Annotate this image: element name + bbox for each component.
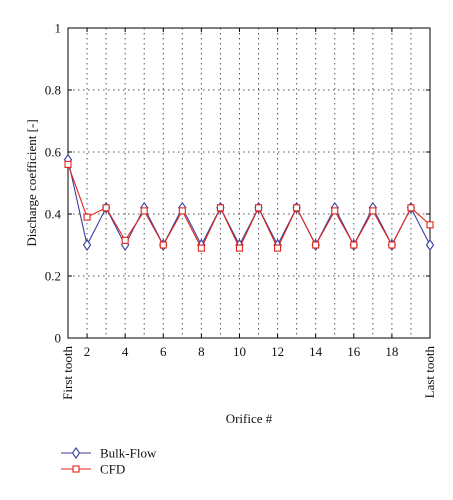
data-point-cfd: [83, 213, 91, 221]
data-point-cfd: [312, 241, 320, 249]
data-point-cfd: [388, 241, 396, 249]
legend-marker: [71, 447, 81, 459]
data-point-cfd: [293, 204, 301, 212]
y-tick-label: 0.6: [45, 145, 62, 160]
data-point-cfd: [235, 244, 244, 252]
data-point-cfd: [159, 241, 167, 249]
legend-item-bulk-flow: Bulk-Flow: [61, 446, 157, 461]
data-point-cfd: [216, 204, 224, 212]
data-point-cfd: [407, 204, 415, 212]
data-point-cfd: [102, 204, 110, 212]
data-point-cfd: [350, 241, 358, 249]
data-point-cfd: [140, 207, 148, 215]
x-tick-label: 4: [122, 344, 129, 359]
data-point-cfd: [331, 207, 339, 215]
x-tick-label: 10: [233, 344, 246, 359]
y-tick-label: 0.4: [45, 207, 62, 222]
y-axis-label: Discharge coefficient [-]: [24, 119, 39, 246]
legend-item-cfd: CFD: [61, 462, 125, 477]
x-tick-label: 2: [84, 344, 91, 359]
y-tick-label: 0.8: [45, 83, 61, 98]
series-line-bulk-flow: [67, 159, 431, 247]
data-point-cfd: [197, 244, 205, 252]
series-line-cfd: [67, 164, 431, 250]
x-tick-label: First tooth: [60, 346, 75, 400]
data-point-bulk-flow: [425, 239, 435, 251]
x-tick-label: 12: [271, 344, 284, 359]
x-tick-label: 16: [347, 344, 361, 359]
legend-label: Bulk-Flow: [100, 446, 157, 461]
x-tick-label: 6: [160, 344, 167, 359]
legend-marker: [72, 465, 80, 473]
data-point-cfd: [369, 207, 377, 215]
x-tick-label: Last tooth: [422, 346, 437, 399]
y-axis-ticks: 0 0.2 0.4 0.6 0.8 1: [45, 21, 430, 346]
y-tick-label: 1: [55, 21, 62, 36]
x-tick-label: 18: [385, 344, 398, 359]
y-tick-label: 0: [55, 331, 62, 346]
data-point-cfd: [254, 204, 263, 212]
x-tick-label: 8: [198, 344, 205, 359]
data-point-cfd: [178, 207, 186, 215]
grid: [68, 28, 430, 338]
data-point-cfd: [64, 160, 72, 168]
series-bulk-flow: [63, 153, 435, 251]
x-axis-ticks: First tooth 2 4 6 8 10 12 14 16 18 Last tooth: [60, 28, 437, 400]
y-tick-label: 0.2: [45, 269, 61, 284]
x-axis-label: Orifice #: [226, 411, 273, 426]
series-layer: [63, 153, 435, 252]
data-point-cfd: [121, 236, 129, 244]
series-cfd: [64, 160, 434, 252]
legend-label: CFD: [100, 462, 125, 477]
data-point-cfd: [426, 221, 434, 229]
plot-frame: [67, 27, 431, 339]
x-tick-label: 14: [309, 344, 323, 359]
data-point-cfd: [274, 244, 282, 252]
data-point-bulk-flow: [82, 239, 92, 251]
